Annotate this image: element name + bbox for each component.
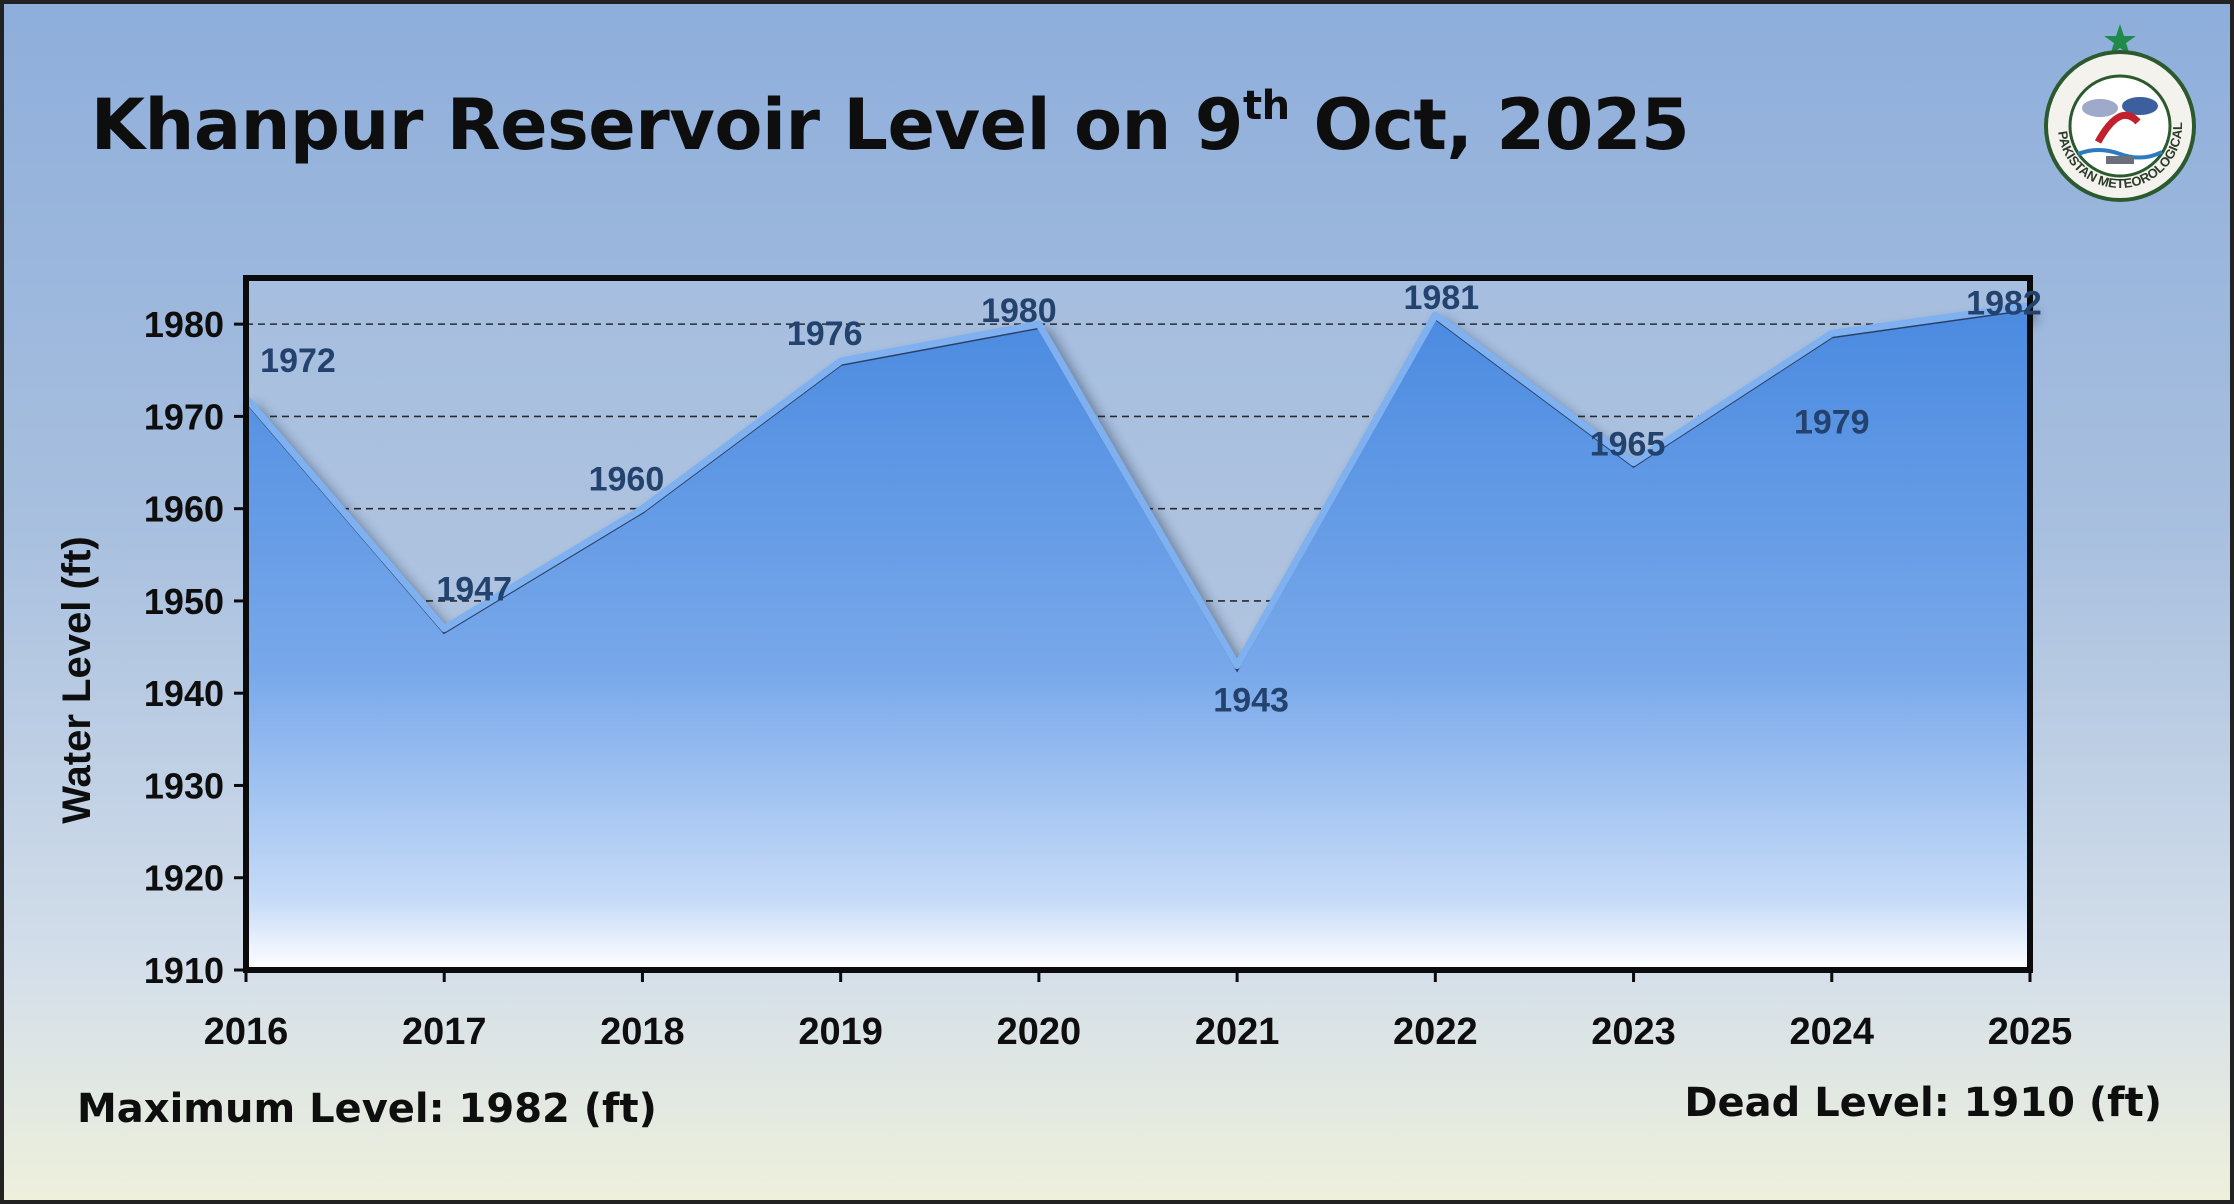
x-tick-label: 2017: [402, 1011, 487, 1053]
data-point: [1037, 323, 1040, 326]
pmd-logo: PAKISTAN METEOROLOGICAL DEPARTMENT: [2028, 22, 2196, 202]
y-tick-label: 1980: [144, 304, 224, 345]
title-suffix: Oct, 2025: [1289, 84, 1690, 166]
title-superscript: th: [1242, 83, 1290, 129]
y-tick-label: 1920: [144, 858, 224, 899]
data-point: [1434, 313, 1437, 316]
chart-title: Khanpur Reservoir Level on 9th Oct, 2025: [0, 84, 1780, 166]
x-tick-label: 2021: [1195, 1011, 1280, 1053]
data-label: 1960: [589, 461, 665, 499]
x-tick-label: 2020: [997, 1011, 1082, 1053]
axes: 1910 1920 1930 1940 1950 1960 1970 1980 2016 2017…: [144, 304, 2072, 1053]
data-label: 1965: [1590, 426, 1666, 464]
y-tick-label: 1970: [144, 396, 224, 437]
x-tick-label: 2018: [600, 1011, 685, 1053]
data-label: 1947: [436, 571, 512, 609]
data-label: 1980: [981, 292, 1057, 330]
data-label: 1979: [1794, 403, 1870, 441]
x-tick-label: 2025: [1988, 1011, 2073, 1053]
x-tick-label: 2016: [204, 1011, 289, 1053]
data-label: 1943: [1213, 682, 1289, 720]
area-series: [243, 302, 2037, 970]
data-label: 1976: [787, 315, 863, 353]
data-label: 1982: [1966, 285, 2042, 323]
data-labels: 1972 1947 1960 1976 1980 1943 1981 1965 1979 1982: [260, 279, 2042, 720]
data-label: 1981: [1404, 279, 1480, 317]
y-tick-label: 1960: [144, 489, 224, 530]
data-point: [839, 360, 842, 363]
y-axis-label: Water Level (ft): [55, 536, 99, 823]
y-tick-label: 1940: [144, 673, 224, 714]
plot-border: [243, 275, 2033, 973]
data-point: [641, 507, 644, 510]
x-tick-label: 2024: [1790, 1011, 1875, 1053]
x-tick-label: 2019: [798, 1011, 883, 1053]
star-icon: [2104, 24, 2136, 55]
dead-level-note: Dead Level: 1910 (ft): [1684, 1080, 2162, 1126]
data-point: [1830, 332, 1833, 335]
title-prefix: Khanpur Reservoir Level on 9: [90, 84, 1244, 166]
y-tick-label: 1950: [144, 581, 224, 622]
data-point: [1632, 461, 1635, 464]
data-point: [1236, 664, 1239, 667]
x-tick-label: 2023: [1591, 1011, 1676, 1053]
y-tick-label: 1910: [144, 950, 224, 991]
y-tick-label: 1930: [144, 765, 224, 806]
data-point: [443, 627, 446, 630]
area-line: [243, 302, 2031, 670]
x-tick-label: 2022: [1393, 1011, 1478, 1053]
data-label: 1972: [260, 342, 336, 380]
maximum-level-note: Maximum Level: 1982 (ft): [77, 1086, 657, 1132]
